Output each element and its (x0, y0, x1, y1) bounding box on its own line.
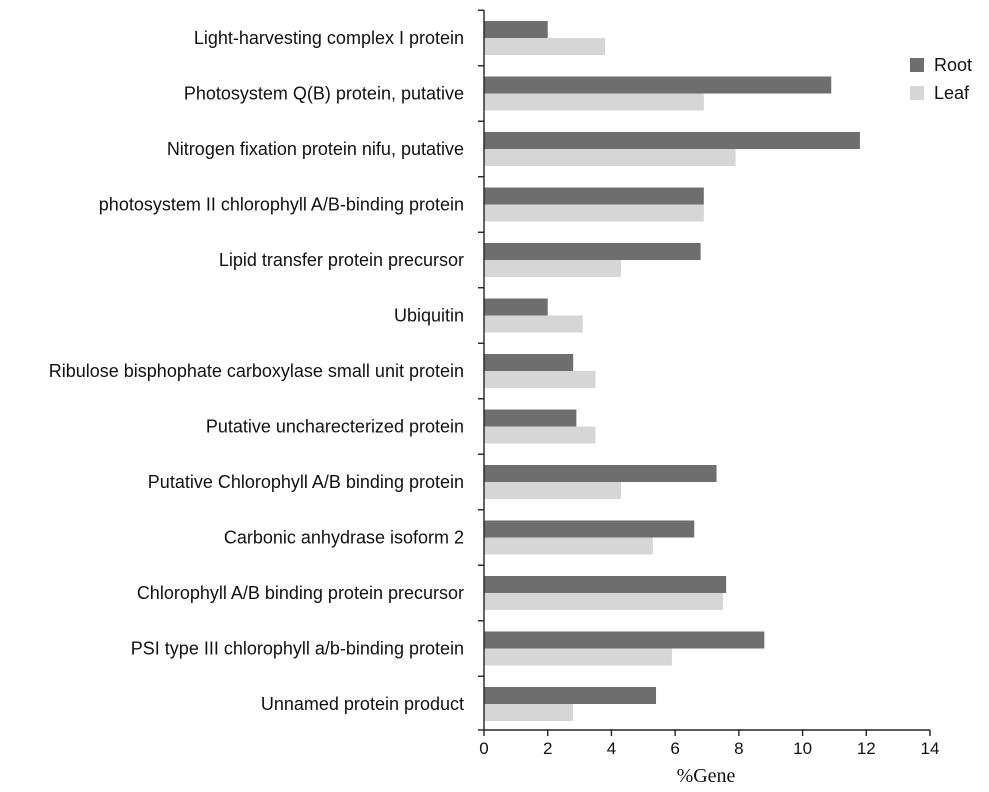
bar-leaf (484, 315, 583, 333)
bar-leaf (484, 648, 672, 666)
bar-root (484, 576, 727, 593)
category-label: Light-harvesting complex I protein (194, 28, 464, 48)
x-tick-label: 10 (793, 739, 812, 758)
category-label: Chlorophyll A/B binding protein precurso… (137, 583, 464, 603)
bar-root (484, 631, 765, 649)
x-tick-label: 0 (479, 739, 488, 758)
bar-leaf (484, 371, 596, 388)
bar-leaf (484, 593, 723, 610)
bar-root (484, 354, 574, 371)
category-labels: Light-harvesting complex I protein Photos… (49, 28, 464, 714)
legend-label-root: Root (934, 55, 972, 75)
bar-root (484, 243, 701, 260)
legend: Root Leaf (910, 55, 972, 103)
bar-leaf (484, 260, 621, 277)
x-tick-label: 14 (921, 739, 940, 758)
category-label: photosystem II chlorophyll A/B-binding p… (99, 195, 464, 215)
bar-root (484, 520, 695, 538)
category-label: Putative uncharecterized protein (206, 417, 464, 437)
category-label: Carbonic anhydrase isoform 2 (224, 528, 464, 548)
x-tick-label: 8 (734, 739, 743, 758)
x-axis-title: %Gene (677, 765, 736, 787)
category-label: Lipid transfer protein precursor (219, 250, 464, 270)
x-tick-label: 6 (670, 739, 679, 758)
bar-root (484, 298, 548, 316)
legend-label-leaf: Leaf (934, 83, 970, 103)
category-label: Photosystem Q(B) protein, putative (184, 84, 464, 104)
bar-leaf (484, 38, 606, 55)
x-tick-label: 12 (857, 739, 876, 758)
bar-root (484, 687, 657, 704)
bar-root (484, 21, 548, 38)
category-label: Unnamed protein product (261, 694, 464, 714)
legend-swatch-leaf (910, 86, 924, 100)
bar-root (484, 132, 860, 149)
bar-leaf (484, 426, 596, 444)
bar-leaf (484, 149, 736, 166)
bars-group (484, 21, 860, 721)
bar-root (484, 187, 704, 205)
category-label: Ubiquitin (394, 306, 464, 326)
bar-leaf (484, 704, 574, 721)
x-tick-label: 2 (543, 739, 552, 758)
category-label: Ribulose bisphophate carboxylase small u… (49, 361, 464, 381)
bar-root (484, 76, 832, 94)
x-axis-ticks: 0 2 4 6 8 10 12 14 (479, 730, 939, 758)
legend-swatch-root (910, 58, 924, 72)
bar-root (484, 409, 577, 427)
category-label: Putative Chlorophyll A/B binding protein (148, 472, 464, 492)
bar-leaf (484, 482, 621, 499)
bar-root (484, 465, 717, 482)
category-label: Nitrogen fixation protein nifu, putative (167, 139, 464, 159)
x-tick-label: 4 (607, 739, 616, 758)
y-axis-ticks (478, 9, 484, 731)
bar-leaf (484, 537, 653, 555)
bar-leaf (484, 204, 704, 222)
bar-leaf (484, 93, 704, 111)
category-label: PSI type III chlorophyll a/b-binding pro… (131, 639, 464, 659)
